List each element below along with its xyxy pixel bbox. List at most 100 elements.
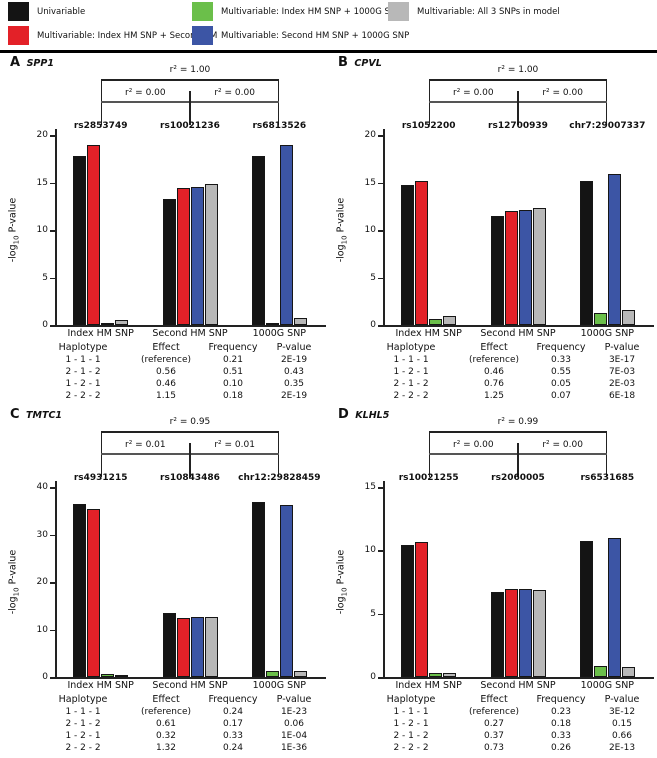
snp-label: rs4931215 <box>73 473 128 483</box>
r2-top-line <box>428 431 608 433</box>
bar-multivariable-index-hm-snp-1000g-snp <box>594 665 607 677</box>
panel-a: A SPP1 r² = 1.00 r² = 0.00 r² = 0.00 rs285374… <box>0 53 328 405</box>
bar-multivariable-index-hm-snp-1000g-snp <box>594 312 607 325</box>
category-label: 1000G SNP <box>580 680 635 691</box>
table-cell: (reference) <box>141 707 191 717</box>
bar-multivariable-all-3-snps-in-model <box>533 208 546 325</box>
table-header-cell: P-value <box>276 694 312 705</box>
bar-univariable <box>163 612 176 677</box>
panel-letter: B <box>338 55 349 70</box>
legend-swatch-univariable <box>8 2 29 21</box>
legend-item-all-3-snps: Multivariable: All 3 SNPs in model <box>388 2 560 21</box>
table-header-cell: Haplotype <box>58 342 108 353</box>
legend-swatch-index-plus-1000g <box>192 2 213 21</box>
y-axis-line <box>383 129 385 325</box>
y-tick-label: 0 <box>42 320 48 330</box>
bar-univariable <box>163 198 176 325</box>
bar-multivariable-index-hm-snp-second-hm <box>415 180 428 325</box>
table-cell: 1 - 1 - 1 <box>393 707 429 717</box>
legend-label: Multivariable: Second HM SNP + 1000G SNP <box>221 30 410 41</box>
bar-multivariable-index-hm-snp-second-hm <box>505 588 518 677</box>
gene-name: TMTC1 <box>26 410 63 421</box>
table-cell: 0.07 <box>550 391 572 401</box>
y-tick-mark <box>378 550 383 552</box>
y-axis-title: -log10 P-value <box>335 549 349 615</box>
snp-label: rs2060005 <box>491 473 545 483</box>
table-cell: 1 - 2 - 1 <box>65 731 101 741</box>
y-tick-label: 20 <box>364 130 376 140</box>
r2-right-label: r² = 0.01 <box>214 440 255 450</box>
table-header-cell: Frequency <box>536 342 586 353</box>
table-cell: 1.32 <box>155 743 177 753</box>
x-axis-line <box>50 325 326 327</box>
bar-univariable <box>580 540 593 677</box>
category-label: Second HM SNP <box>152 328 228 339</box>
category-label: 1000G SNP <box>580 328 635 339</box>
panel-letter: A <box>10 55 21 70</box>
r2-left-label: r² = 0.00 <box>125 88 166 98</box>
bar-group-2 <box>491 487 546 677</box>
panel-a-r2-bracket: r² = 1.00 r² = 0.00 r² = 0.00 rs2853749 rs10… <box>74 65 306 133</box>
bar-multivariable-index-hm-snp-1000g-snp <box>266 322 279 325</box>
table-cell: 6E-18 <box>608 391 636 401</box>
y-axis-line <box>55 129 57 325</box>
table-cell: 0.43 <box>283 367 305 377</box>
table-cell: 2 - 2 - 2 <box>65 743 101 753</box>
y-tick-label: 10 <box>36 624 48 635</box>
panel-d: D KLHL5 r² = 0.99 r² = 0.00 r² = 0.00 rs10021… <box>328 405 656 757</box>
table-cell: 2 - 1 - 2 <box>393 731 429 741</box>
y-axis-title: -log10 P-value <box>335 197 349 263</box>
table-cell: 1 - 1 - 1 <box>393 355 429 365</box>
panels-grid: A SPP1 r² = 1.00 r² = 0.00 r² = 0.00 rs285374… <box>0 53 657 757</box>
table-cell: 2 - 1 - 2 <box>65 367 101 377</box>
panel-d-r2-bracket: r² = 0.99 r² = 0.00 r² = 0.00 rs10021255 rs2… <box>399 417 634 485</box>
table-header-cell: Frequency <box>536 694 586 705</box>
table-header-cell: Effect <box>152 342 180 353</box>
table-header-cell: Haplotype <box>58 694 108 705</box>
panel-b-haplotype-table: Haplotype Effect Frequency P-value 1 - 1 - 1… <box>364 341 652 402</box>
legend-item-index-plus-second: Multivariable: Index HM SNP + Second HM <box>8 26 217 45</box>
legend-label: Multivariable: All 3 SNPs in model <box>417 6 560 17</box>
r2-left-label: r² = 0.01 <box>125 440 166 450</box>
table-cell: 2E-03 <box>608 379 636 389</box>
bar-univariable <box>491 592 504 677</box>
legend-label: Multivariable: Index HM SNP + 1000G SNP <box>221 6 402 17</box>
y-tick-mark <box>378 135 383 137</box>
y-tick-mark <box>50 629 55 631</box>
panel-letter: D <box>338 407 350 422</box>
bar-multivariable-index-hm-snp-1000g-snp <box>429 318 442 325</box>
bar-multivariable-all-3-snps-in-model <box>622 666 635 677</box>
bar-group-1 <box>73 135 128 325</box>
snp-label: rs10843486 <box>160 473 220 483</box>
bar-multivariable-index-hm-snp-second-hm <box>505 211 518 325</box>
bar-multivariable-index-hm-snp-1000g-snp <box>101 323 114 325</box>
panel-b-r2-bracket: r² = 1.00 r² = 0.00 r² = 0.00 rs1052200 rs12… <box>402 65 646 133</box>
y-tick-label: 15 <box>364 482 376 492</box>
bar-group-3 <box>580 135 635 325</box>
table-cell: 1 - 2 - 1 <box>65 379 101 389</box>
bar-multivariable-all-3-snps-in-model <box>533 590 546 677</box>
y-tick-mark <box>378 277 383 279</box>
category-label: Second HM SNP <box>480 328 556 339</box>
table-header-cell: Frequency <box>208 342 258 353</box>
panel-c-header: C TMTC1 <box>10 407 62 422</box>
bar-multivariable-index-hm-snp-1000g-snp <box>266 671 279 677</box>
y-tick-mark <box>50 534 55 536</box>
y-tick-label: 30 <box>36 529 48 540</box>
table-header-cell: P-value <box>276 342 312 353</box>
legend: Univariable Multivariable: Index HM SNP +… <box>0 0 657 50</box>
bar-multivariable-all-3-snps-in-model <box>205 617 218 677</box>
table-cell: 3E-17 <box>608 355 636 365</box>
table-header-cell: Effect <box>480 342 508 353</box>
bar-multivariable-second-hm-snp-1000g-snp <box>519 210 532 325</box>
r2-center-tick-line <box>517 443 519 477</box>
table-cell: 0.21 <box>222 355 244 365</box>
table-cell: 1 - 2 - 1 <box>393 719 429 729</box>
bar-multivariable-index-hm-snp-second-hm <box>87 145 100 325</box>
panel-letter: C <box>10 407 21 422</box>
table-cell: 0.06 <box>283 719 305 729</box>
x-axis-line <box>378 325 654 327</box>
panel-c: C TMTC1 r² = 0.95 r² = 0.01 r² = 0.01 rs49312… <box>0 405 328 757</box>
bar-multivariable-index-hm-snp-1000g-snp <box>101 673 114 677</box>
